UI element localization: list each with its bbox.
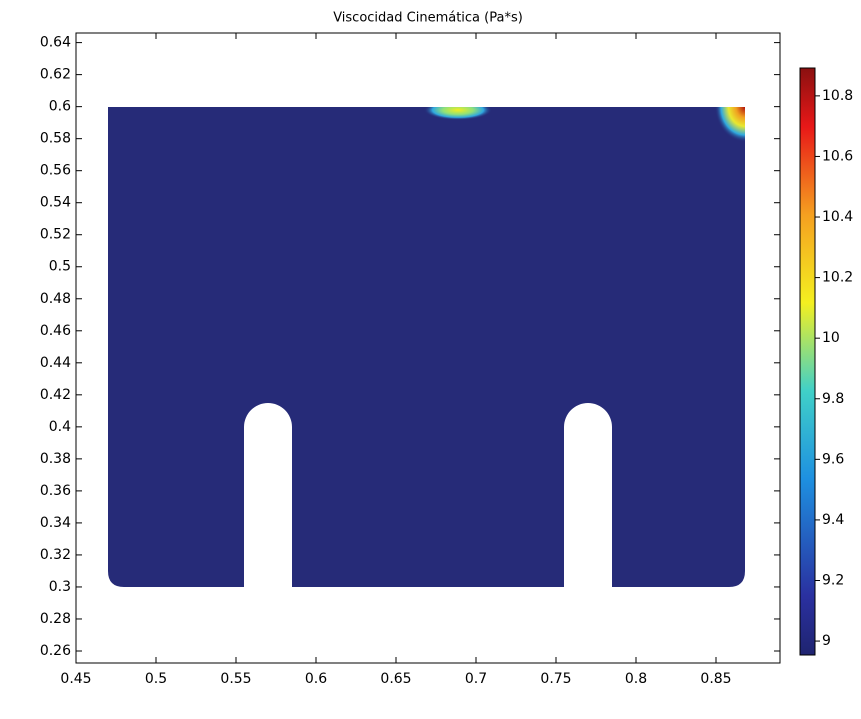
y-tick-label: 0.38 bbox=[40, 451, 71, 467]
y-tick-label: 0.6 bbox=[49, 99, 71, 115]
colorbar-tick-label: 9.2 bbox=[822, 572, 844, 588]
colorbar-tick-label: 10.6 bbox=[822, 148, 853, 164]
y-tick-label: 0.4 bbox=[49, 419, 71, 435]
colorbar-tick-label: 10.2 bbox=[822, 270, 853, 286]
colorbar bbox=[799, 67, 816, 656]
domain bbox=[108, 107, 745, 587]
x-tick-label: 0.65 bbox=[380, 671, 411, 687]
y-tick-label: 0.56 bbox=[40, 163, 71, 179]
y-tick-label: 0.3 bbox=[49, 579, 71, 595]
x-tick-label: 0.5 bbox=[145, 671, 167, 687]
y-tick-label: 0.34 bbox=[40, 515, 71, 531]
x-tick-label: 0.55 bbox=[220, 671, 251, 687]
x-tick-label: 0.85 bbox=[700, 671, 731, 687]
hot-spot bbox=[424, 107, 492, 120]
colorbar-tick-label: 10.4 bbox=[822, 209, 853, 225]
x-tick-label: 0.8 bbox=[625, 671, 647, 687]
y-tick-label: 0.58 bbox=[40, 131, 71, 147]
x-tick-label: 0.7 bbox=[465, 671, 487, 687]
y-tick-label: 0.54 bbox=[40, 195, 71, 211]
y-tick-label: 0.62 bbox=[40, 67, 71, 83]
x-tick-label: 0.75 bbox=[540, 671, 571, 687]
chart-title: Viscocidad Cinemática (Pa*s) bbox=[333, 11, 523, 26]
y-tick-label: 0.64 bbox=[40, 35, 71, 51]
y-tick-label: 0.36 bbox=[40, 483, 71, 499]
y-tick-label: 0.42 bbox=[40, 387, 71, 403]
y-tick-label: 0.5 bbox=[49, 259, 71, 275]
x-tick-label: 0.45 bbox=[60, 671, 91, 687]
plot-frame bbox=[75, 32, 781, 664]
colorbar-tick-label: 9 bbox=[822, 633, 831, 649]
colorbar-tick-label: 10 bbox=[822, 330, 840, 346]
x-tick-label: 0.6 bbox=[305, 671, 327, 687]
hot-spots bbox=[424, 107, 745, 142]
y-tick-label: 0.52 bbox=[40, 227, 71, 243]
colorbar-tick-label: 9.4 bbox=[822, 512, 844, 528]
y-tick-label: 0.32 bbox=[40, 547, 71, 563]
y-tick-label: 0.48 bbox=[40, 291, 71, 307]
colorbar-tick-label: 9.8 bbox=[822, 391, 844, 407]
hot-spot bbox=[715, 107, 745, 142]
colorbar-tick-label: 10.8 bbox=[822, 88, 853, 104]
y-tick-label: 0.28 bbox=[40, 611, 71, 627]
colorbar-tick-label: 9.6 bbox=[822, 451, 844, 467]
y-tick-label: 0.46 bbox=[40, 323, 71, 339]
y-tick-label: 0.44 bbox=[40, 355, 71, 371]
y-tick-label: 0.26 bbox=[40, 643, 71, 659]
